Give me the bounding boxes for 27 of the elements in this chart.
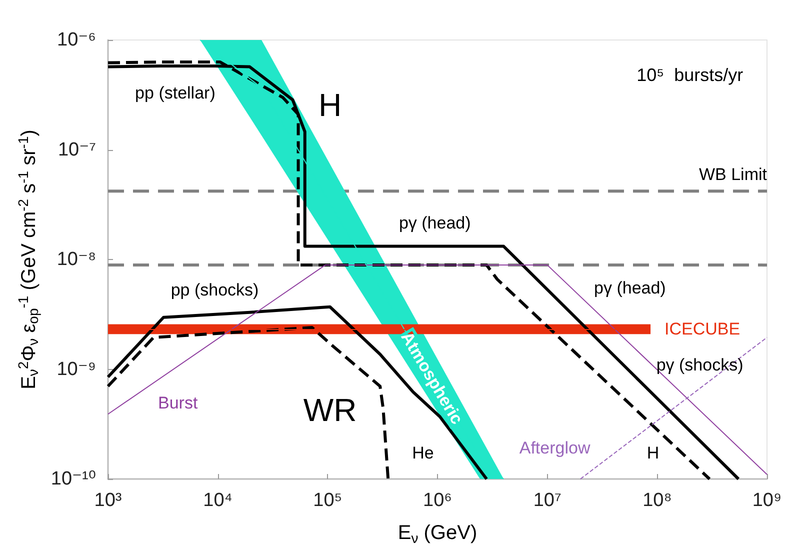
x-tick-label: 10⁹ — [752, 490, 782, 511]
annotation: pγ (shocks) — [656, 356, 744, 375]
text: Eν2Φν εop-1 (GeV cm-2 s-1 sr-1) — [14, 130, 41, 390]
annotation: pγ (head) — [398, 214, 471, 233]
annotation: H — [318, 87, 342, 124]
annotation: pp (shocks) — [170, 280, 259, 300]
x-tick-label: 10⁶ — [423, 490, 452, 511]
annotation: pp (stellar) — [135, 83, 216, 102]
annotation: H — [646, 444, 660, 463]
annotation: WR — [303, 392, 357, 428]
y-tick-label: 10⁻¹⁰ — [50, 468, 96, 490]
x-tick-label: 10⁷ — [533, 490, 562, 511]
x-tick-label: 10⁴ — [203, 490, 232, 511]
y-tick-label: 10⁻⁷ — [58, 139, 96, 160]
y-tick-label: 10⁻⁶ — [57, 30, 96, 50]
ref-line-label: WB Limit — [699, 165, 768, 184]
series-label: ICECUBE — [664, 320, 740, 339]
x-tick-label: 10³ — [94, 490, 122, 511]
y-tick-label: 10⁻⁹ — [56, 358, 96, 380]
series-label: Burst — [158, 394, 198, 412]
annotation: pγ (head) — [594, 278, 666, 298]
x-tick-label: 10⁸ — [642, 490, 672, 511]
annotation: He — [412, 444, 434, 463]
series-label: Afterglow — [519, 438, 591, 458]
x-tick-label: 10⁵ — [313, 490, 342, 511]
y-tick-label: 10⁻⁸ — [56, 249, 96, 270]
annotation: 10⁵ bursts/yr — [636, 65, 744, 86]
